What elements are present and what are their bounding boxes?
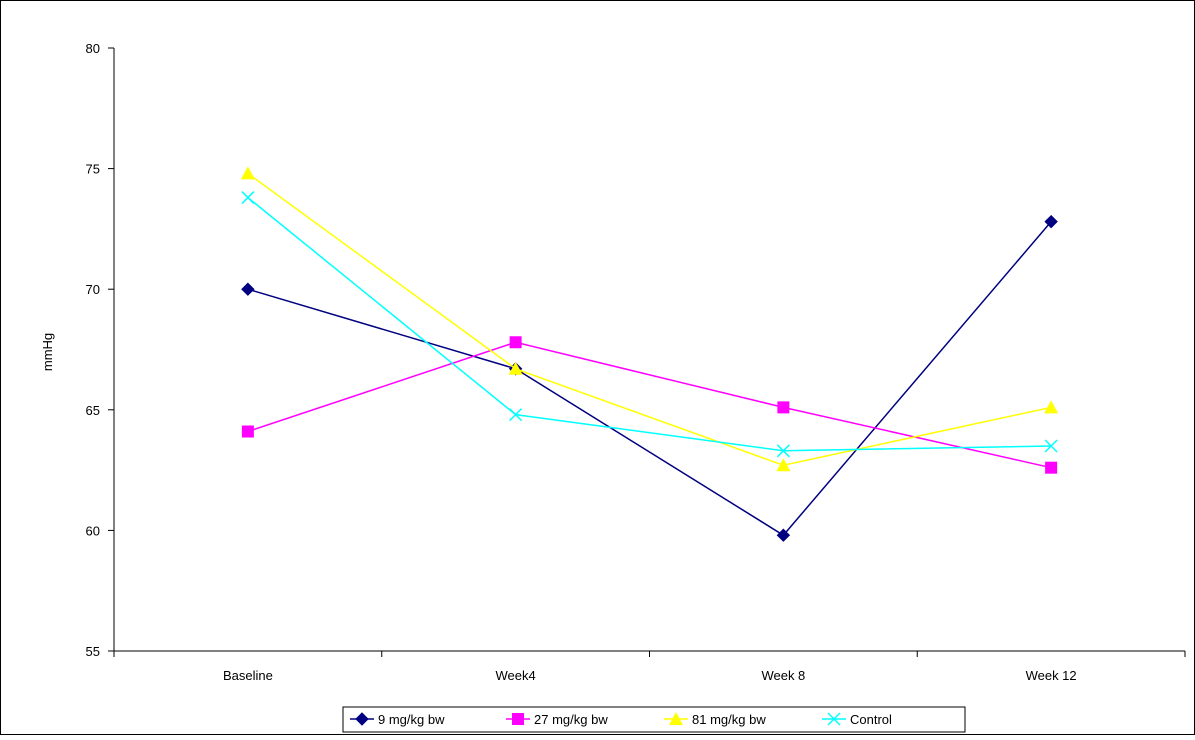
legend-entry: 9 mg/kg bw	[350, 712, 445, 727]
legend-label: 81 mg/kg bw	[692, 712, 766, 727]
data-point	[509, 408, 523, 422]
legend-label: 9 mg/kg bw	[378, 712, 445, 727]
data-point	[776, 458, 791, 472]
legend-marker	[827, 712, 841, 726]
y-tick-label: 55	[86, 644, 100, 659]
data-point	[1045, 461, 1058, 474]
legend-entry: 81 mg/kg bw	[664, 712, 766, 727]
legend-marker	[355, 712, 369, 726]
legend-marker	[669, 712, 683, 725]
data-point	[1044, 439, 1058, 453]
y-tick-label: 75	[86, 162, 100, 177]
series-group	[240, 166, 1059, 542]
series-3	[240, 166, 1059, 472]
data-point	[241, 425, 254, 438]
legend-label: Control	[850, 712, 892, 727]
legend-entry: Control	[822, 712, 892, 727]
y-tick-label: 70	[86, 282, 100, 297]
data-point	[240, 166, 255, 180]
series-2	[241, 336, 1058, 474]
y-tick-label: 65	[86, 403, 100, 418]
data-point	[776, 444, 790, 458]
legend: 9 mg/kg bw 27 mg/kg bw 81 mg/kg bw Control	[342, 706, 966, 733]
x-tick-label: Week 12	[1026, 668, 1077, 683]
x-tick-label: Baseline	[223, 668, 273, 683]
series-line	[247, 172, 1052, 467]
y-tick-group: 55 60 65 70 75 80	[86, 41, 114, 659]
data-point	[1044, 214, 1058, 229]
series-line	[247, 341, 1052, 469]
y-axis-label: mmHg	[40, 333, 55, 371]
y-tick-label: 80	[86, 41, 100, 56]
data-point	[241, 282, 255, 296]
x-tick-label: Week 8	[761, 668, 805, 683]
series-line	[247, 221, 1052, 537]
series-line	[247, 196, 1052, 452]
data-point	[1044, 400, 1059, 414]
data-point	[776, 528, 791, 542]
legend-entry: 27 mg/kg bw	[506, 712, 608, 727]
data-point	[509, 336, 522, 349]
y-tick-label: 60	[86, 523, 100, 538]
legend-marker	[512, 713, 524, 725]
data-point	[508, 361, 523, 375]
data-point	[777, 401, 790, 414]
series-4	[241, 191, 1058, 458]
data-point	[241, 191, 255, 205]
x-tick-label: Week4	[496, 668, 536, 683]
x-tick-group: Baseline Week4 Week 8 Week 12	[113, 651, 1186, 683]
legend-label: 27 mg/kg bw	[534, 712, 608, 727]
legend-box	[342, 706, 966, 733]
